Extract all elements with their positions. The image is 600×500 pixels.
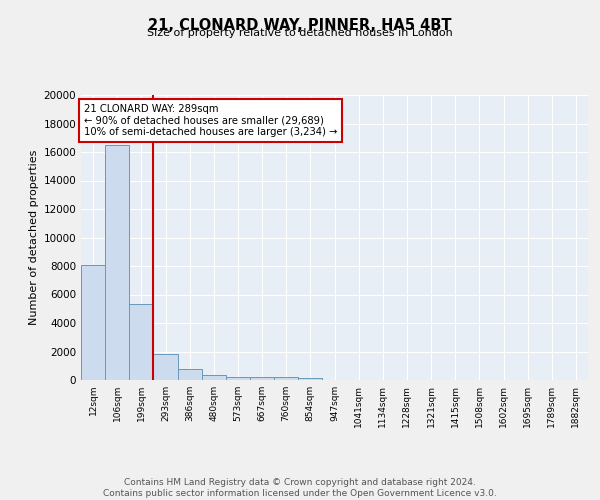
Bar — [129, 304, 154, 380]
Bar — [81, 264, 105, 380]
Bar — [154, 354, 178, 380]
Bar — [250, 377, 274, 380]
Bar — [178, 370, 202, 380]
Text: 21, CLONARD WAY, PINNER, HA5 4BT: 21, CLONARD WAY, PINNER, HA5 4BT — [148, 18, 452, 32]
Bar — [298, 378, 322, 380]
Bar — [202, 376, 226, 380]
Bar — [105, 145, 129, 380]
Text: 21 CLONARD WAY: 289sqm
← 90% of detached houses are smaller (29,689)
10% of semi: 21 CLONARD WAY: 289sqm ← 90% of detached… — [83, 104, 337, 137]
Text: Contains HM Land Registry data © Crown copyright and database right 2024.
Contai: Contains HM Land Registry data © Crown c… — [103, 478, 497, 498]
Bar — [274, 378, 298, 380]
Text: Size of property relative to detached houses in London: Size of property relative to detached ho… — [147, 28, 453, 38]
Y-axis label: Number of detached properties: Number of detached properties — [29, 150, 39, 325]
Bar — [226, 376, 250, 380]
